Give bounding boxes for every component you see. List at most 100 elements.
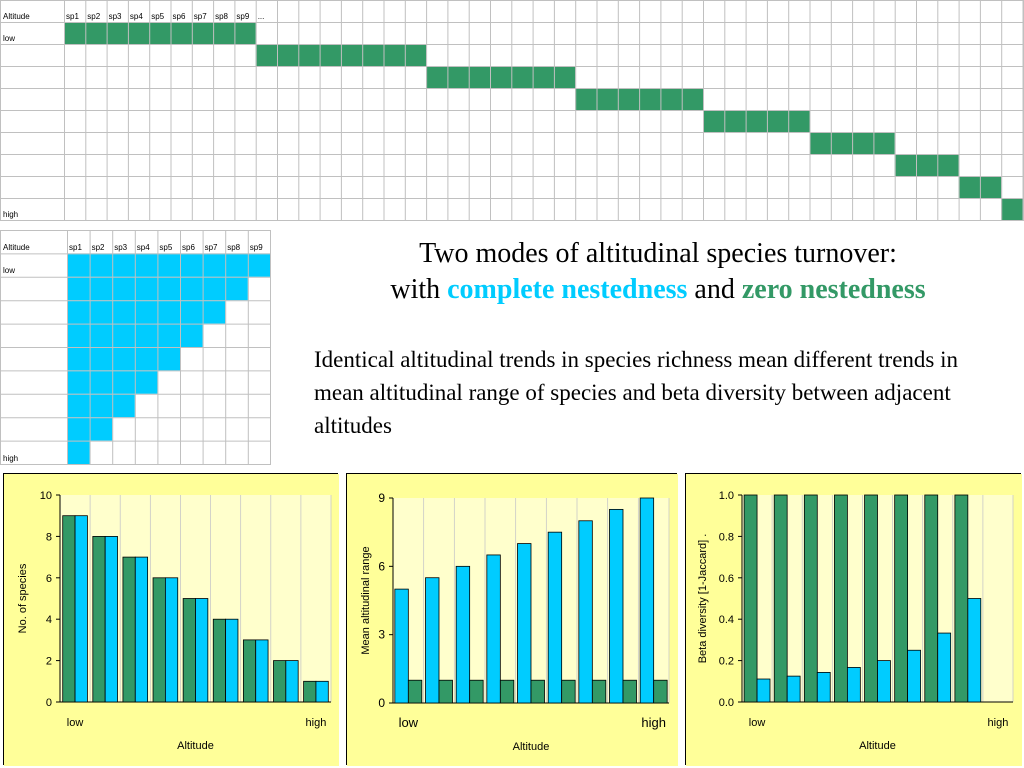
- bar: [937, 632, 952, 703]
- bar: [639, 497, 655, 704]
- bar: [499, 679, 515, 704]
- species-header: sp4: [130, 12, 143, 21]
- y-tick-label: 6: [378, 559, 385, 573]
- occupancy-block: [67, 347, 180, 371]
- grid-corner-label: Altitude: [3, 243, 30, 252]
- y-axis-label: Beta diversity [1-Jaccard] .: [697, 534, 709, 664]
- bar: [561, 679, 576, 704]
- bar: [622, 679, 637, 704]
- bar: [74, 515, 88, 703]
- y-tick-label: 1.0: [719, 490, 734, 502]
- bar: [486, 554, 501, 704]
- bar: [743, 494, 758, 703]
- bar: [164, 577, 179, 703]
- occupancy-block: [67, 393, 135, 418]
- species-header: sp6: [173, 12, 186, 21]
- bar: [773, 494, 788, 703]
- x-category-label: high: [988, 717, 1009, 729]
- y-tick-label: 3: [378, 628, 385, 642]
- zero-nestedness-grid-svg: Altitude sp1 sp2 sp3 sp4 sp5 sp6 sp7 sp8 sp9 ... lo…: [0, 0, 1024, 221]
- occupancy-block: [703, 110, 810, 132]
- species-header: sp9: [236, 12, 249, 21]
- bar: [530, 679, 545, 704]
- bar: [864, 494, 878, 703]
- bar: [438, 679, 453, 704]
- bar: [225, 618, 239, 703]
- y-tick-label: 0: [378, 696, 385, 710]
- species-header: ...: [258, 12, 265, 21]
- title-line-2: with complete nestedness and zero nested…: [318, 272, 998, 308]
- species-header: sp3: [114, 243, 127, 252]
- complete-nestedness-grid: Altitude sp1 sp2 sp3 sp4 sp5 sp6 sp7 sp8 sp9 low hi…: [0, 230, 271, 465]
- bar: [786, 675, 801, 703]
- bar: [591, 679, 607, 704]
- x-axis-label: Altitude: [177, 740, 214, 752]
- title-line-1: Two modes of altitudinal species turnove…: [419, 238, 897, 269]
- bar: [122, 556, 136, 703]
- bar: [954, 494, 969, 703]
- occupancy-block: [958, 176, 1002, 198]
- bar: [407, 679, 423, 704]
- occupancy-block: [426, 66, 576, 88]
- beta-diversity-chart: 0.0 0.2 0.4 0.6 0.8 1.0 low high Altitude Beta di…: [686, 474, 1022, 766]
- species-header: sp7: [205, 243, 218, 252]
- bar: [303, 680, 317, 703]
- occupancy-block: [894, 154, 959, 176]
- row-label-high: high: [3, 210, 18, 219]
- bar: [195, 598, 209, 703]
- x-category-label: low: [399, 715, 419, 730]
- y-tick-label: 2: [46, 656, 52, 668]
- y-tick-label: 10: [40, 490, 52, 502]
- species-richness-chart-panel: 0 2 4 6 8 10 low high Altitude No. of species: [3, 473, 339, 766]
- title-highlight-complete-nestedness: complete nestedness: [447, 274, 688, 305]
- bar: [182, 598, 196, 703]
- species-header: sp2: [87, 12, 100, 21]
- y-tick-label: 4: [46, 614, 52, 626]
- bar: [455, 565, 471, 704]
- altitudinal-range-chart-panel: 0 3 6 9 low high Altitude Mean altitudinal rang…: [346, 473, 678, 766]
- x-category-label: low: [67, 717, 84, 729]
- occupancy-block: [64, 22, 256, 44]
- bar: [877, 660, 891, 703]
- row-label-low: low: [3, 266, 15, 275]
- beta-diversity-chart-panel: 0.0 0.2 0.4 0.6 0.8 1.0 low high Altitude Beta di…: [685, 473, 1022, 766]
- zero-nestedness-grid: Altitude sp1 sp2 sp3 sp4 sp5 sp6 sp7 sp8 sp9... lo…: [0, 0, 1024, 221]
- y-tick-label: 0.6: [719, 573, 734, 585]
- y-axis-label: Mean altitudinal range: [360, 546, 372, 654]
- bar: [394, 588, 409, 704]
- bar: [816, 671, 831, 703]
- y-tick-label: 6: [46, 573, 52, 585]
- bar: [104, 536, 118, 703]
- species-richness-chart: 0 2 4 6 8 10 low high Altitude No. of species: [4, 474, 339, 766]
- species-header: sp1: [69, 243, 82, 252]
- bar: [469, 679, 484, 704]
- species-header: sp5: [159, 243, 172, 252]
- bar: [92, 536, 106, 703]
- row-label-low: low: [3, 34, 15, 43]
- bar: [834, 494, 848, 703]
- bar: [134, 556, 149, 703]
- bar: [62, 515, 76, 703]
- bar: [846, 667, 861, 703]
- bar: [212, 618, 227, 703]
- bar: [425, 577, 440, 704]
- bar: [578, 520, 593, 704]
- bar: [967, 598, 982, 703]
- bar: [242, 639, 257, 703]
- species-header: sp1: [66, 12, 79, 21]
- y-tick-label: 0.8: [719, 531, 734, 543]
- x-axis-label: Altitude: [513, 741, 550, 753]
- bar: [285, 660, 299, 703]
- species-header: sp8: [215, 12, 228, 21]
- row-label-high: high: [3, 454, 18, 463]
- title-and: and: [694, 274, 735, 305]
- description-text: Identical altitudinal trends in species …: [314, 347, 959, 438]
- title-highlight-zero-nestedness: zero nestedness: [741, 274, 926, 305]
- x-category-label: high: [641, 715, 666, 730]
- bar: [517, 543, 532, 704]
- slide-title: Two modes of altitudinal species turnove…: [318, 236, 998, 308]
- altitudinal-range-chart: 0 3 6 9 low high Altitude Mean altitudinal rang…: [347, 474, 678, 766]
- x-category-label: low: [749, 717, 766, 729]
- bar: [255, 639, 269, 703]
- species-header: sp4: [137, 243, 150, 252]
